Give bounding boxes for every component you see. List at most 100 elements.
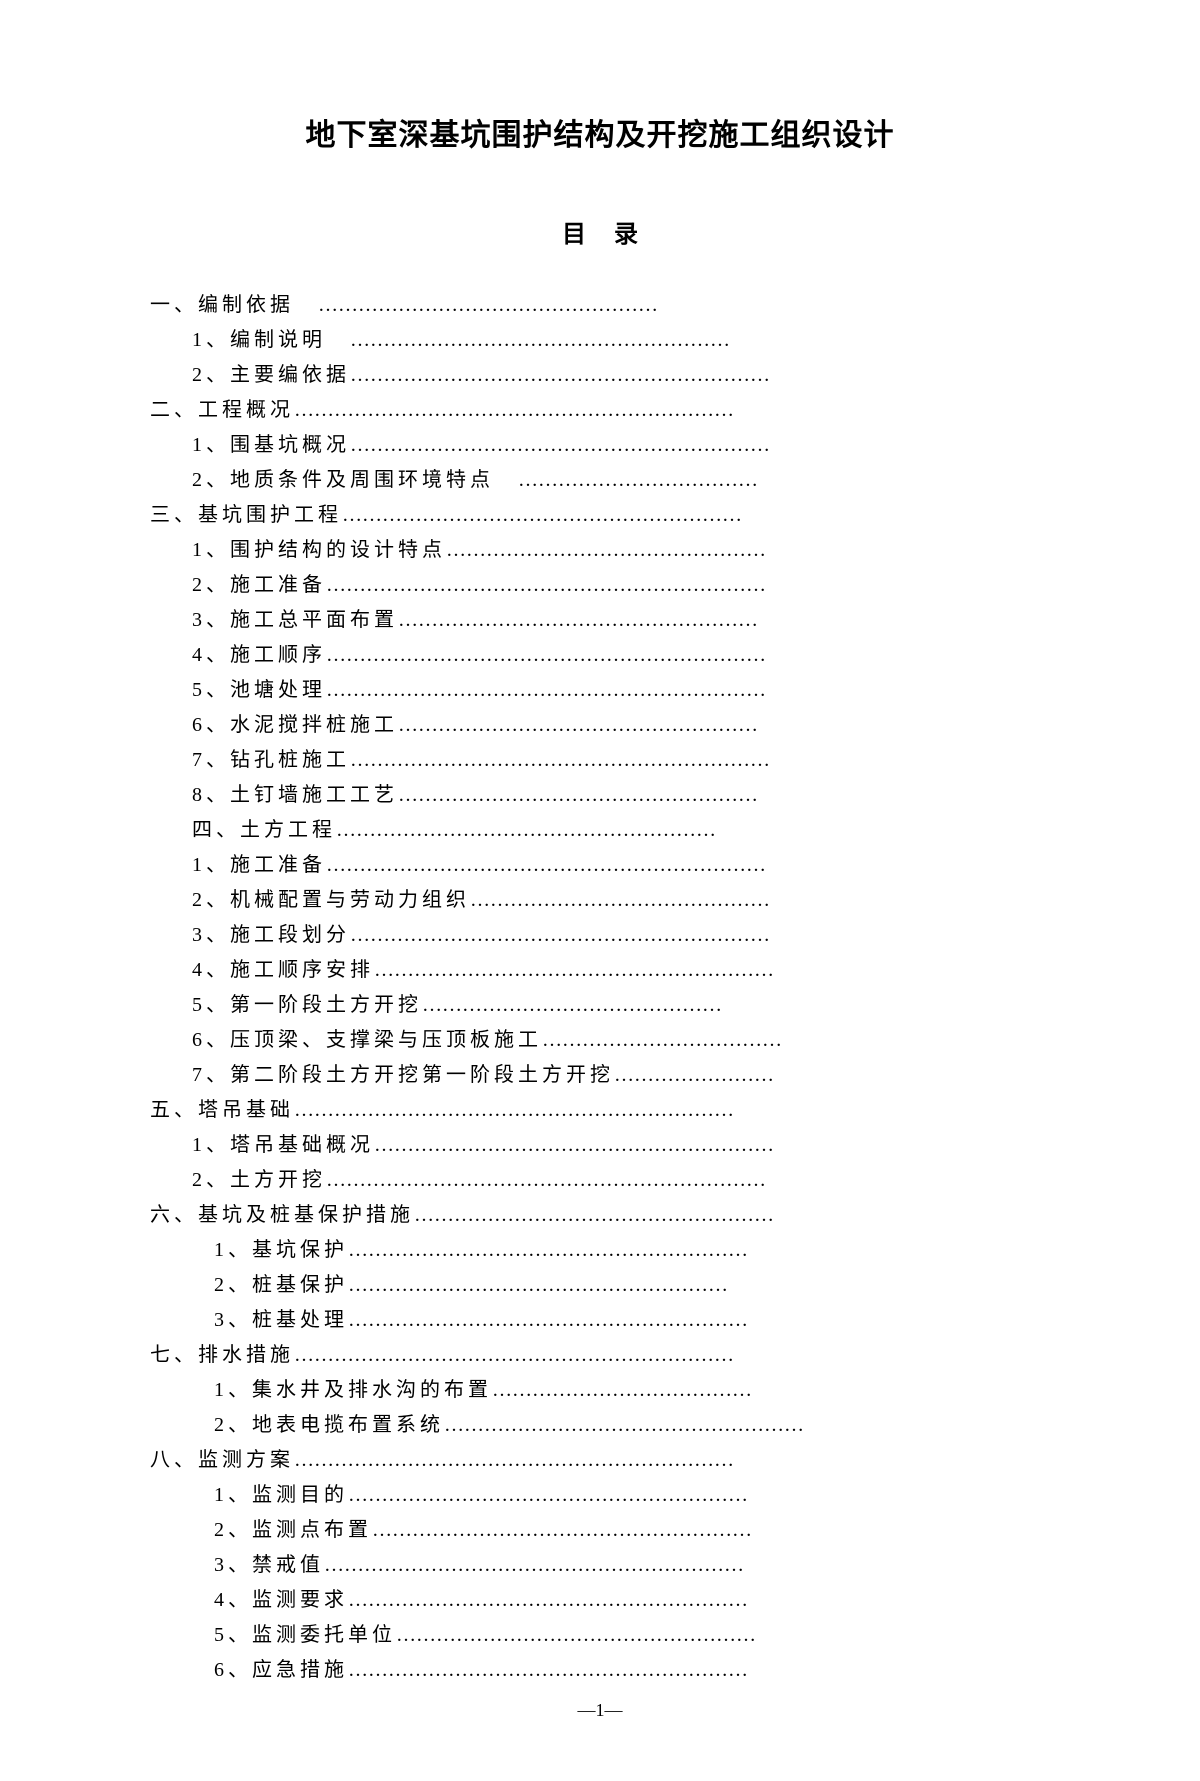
toc-leader-dots: …………………… (614, 1059, 774, 1091)
toc-leader-dots: ………………………………………………… (372, 1514, 752, 1546)
toc-leader-dots: …………………………………………………… (348, 1584, 748, 1616)
toc-label: 4、施工顺序安排 (192, 954, 374, 986)
toc-leader-dots: ………………………………………………………… (326, 849, 766, 881)
toc-label: 4、监测要求 (214, 1584, 348, 1616)
toc-leader-dots: ……………………………………………………… (324, 1549, 744, 1581)
toc-leader-dots: ………………………………………………………… (326, 569, 766, 601)
toc-line: 4、施工顺序安排…………………………………………………… (150, 954, 1050, 986)
toc-line: 6、压顶梁、支撑梁与压顶板施工……………………………… (150, 1024, 1050, 1056)
toc-label: 四、土方工程 (192, 814, 336, 846)
toc-line: 2、桩基保护………………………………………………… (150, 1269, 1050, 1301)
toc-label: 4、施工顺序 (192, 639, 326, 671)
toc-label: 2、桩基保护 (214, 1269, 348, 1301)
toc-leader-dots: …………………………………………………… (348, 1654, 748, 1686)
toc-line: 3、施工段划分……………………………………………………… (150, 919, 1050, 951)
toc-label: 2、土方开挖 (192, 1164, 326, 1196)
toc-line: 1、塔吊基础概况…………………………………………………… (150, 1129, 1050, 1161)
toc-line: 8、土钉墙施工工艺……………………………………………… (150, 779, 1050, 811)
toc-header: 目录 (150, 214, 1050, 249)
toc-label: 2、地表电揽布置系统 (214, 1409, 444, 1441)
toc-leader-dots: ………………………………………………… (348, 1269, 728, 1301)
document-page: 地下室深基坑围护结构及开挖施工组织设计 目录 一、编制依据 …………………………… (0, 0, 1200, 1781)
toc-label: 2、机械配置与劳动力组织 (192, 884, 470, 916)
toc-label: 5、第一阶段土方开挖 (192, 989, 422, 1021)
toc-leader-dots: ……………………………………………… (444, 1409, 804, 1441)
toc-line: 1、编制说明 ………………………………………………… (150, 324, 1050, 356)
toc-line: 七、排水措施………………………………………………………… (150, 1339, 1050, 1371)
toc-label: 七、排水措施 (150, 1339, 294, 1371)
toc-label: 8、土钉墙施工工艺 (192, 779, 398, 811)
toc-label: 2、地质条件及周围环境特点 (192, 464, 518, 496)
toc-line: 7、钻孔桩施工……………………………………………………… (150, 744, 1050, 776)
toc-label: 7、钻孔桩施工 (192, 744, 350, 776)
toc-leader-dots: …………………………………………………… (348, 1234, 748, 1266)
toc-leader-dots: ……………………………………………… (398, 604, 758, 636)
page-number: —1— (150, 1700, 1050, 1721)
toc-line: 八、监测方案………………………………………………………… (150, 1444, 1050, 1476)
toc-line: 4、监测要求…………………………………………………… (150, 1584, 1050, 1616)
toc-leader-dots: …………………………………………………… (374, 1129, 774, 1161)
toc-line: 1、围护结构的设计特点………………………………………… (150, 534, 1050, 566)
toc-leader-dots: …………………………………………………… (348, 1479, 748, 1511)
toc-leader-dots: ……………………………………………………… (350, 919, 770, 951)
toc-label: 1、基坑保护 (214, 1234, 348, 1266)
toc-label: 6、应急措施 (214, 1654, 348, 1686)
toc-leader-dots: …………………………………………… (318, 289, 658, 321)
toc-label: 3、桩基处理 (214, 1304, 348, 1336)
toc-leader-dots: ………………………………… (492, 1374, 752, 1406)
toc-leader-dots: ………………………………………………………… (326, 639, 766, 671)
toc-line: 6、应急措施…………………………………………………… (150, 1654, 1050, 1686)
toc-label: 2、施工准备 (192, 569, 326, 601)
toc-leader-dots: …………………………………………………… (342, 499, 742, 531)
toc-label: 3、施工段划分 (192, 919, 350, 951)
toc-line: 4、施工顺序………………………………………………………… (150, 639, 1050, 671)
table-of-contents: 一、编制依据 ……………………………………………1、编制说明 ………………………… (150, 289, 1050, 1686)
toc-label: 2、监测点布置 (214, 1514, 372, 1546)
toc-leader-dots: ……………………………………………………… (350, 359, 770, 391)
toc-label: 3、禁戒值 (214, 1549, 324, 1581)
toc-label: 1、集水井及排水沟的布置 (214, 1374, 492, 1406)
toc-line: 2、监测点布置………………………………………………… (150, 1514, 1050, 1546)
toc-label: 八、监测方案 (150, 1444, 294, 1476)
toc-leader-dots: ………………………………………………………… (326, 674, 766, 706)
toc-leader-dots: …………………………………………………… (348, 1304, 748, 1336)
toc-leader-dots: ……………………………………… (470, 884, 770, 916)
toc-line: 二、工程概况………………………………………………………… (150, 394, 1050, 426)
toc-line: 1、基坑保护…………………………………………………… (150, 1234, 1050, 1266)
toc-label: 1、塔吊基础概况 (192, 1129, 374, 1161)
toc-label: 6、压顶梁、支撑梁与压顶板施工 (192, 1024, 542, 1056)
toc-leader-dots: ………………………………………… (446, 534, 766, 566)
toc-label: 六、基坑及桩基保护措施 (150, 1199, 414, 1231)
toc-leader-dots: ……………………………………………… (398, 779, 758, 811)
toc-line: 1、监测目的…………………………………………………… (150, 1479, 1050, 1511)
toc-line: 3、桩基处理…………………………………………………… (150, 1304, 1050, 1336)
toc-label: 7、第二阶段土方开挖第一阶段土方开挖 (192, 1059, 614, 1091)
toc-label: 二、工程概况 (150, 394, 294, 426)
toc-line: 六、基坑及桩基保护措施……………………………………………… (150, 1199, 1050, 1231)
toc-leader-dots: ………………………………………………………… (294, 1094, 734, 1126)
toc-line: 三、基坑围护工程…………………………………………………… (150, 499, 1050, 531)
toc-line: 3、禁戒值……………………………………………………… (150, 1549, 1050, 1581)
toc-label: 一、编制依据 (150, 289, 318, 321)
toc-leader-dots: …………………………………………………… (374, 954, 774, 986)
toc-label: 三、基坑围护工程 (150, 499, 342, 531)
toc-label: 6、水泥搅拌桩施工 (192, 709, 398, 741)
toc-line: 2、地质条件及周围环境特点 ……………………………… (150, 464, 1050, 496)
toc-line: 1、围基坑概况……………………………………………………… (150, 429, 1050, 461)
toc-label: 1、围基坑概况 (192, 429, 350, 461)
toc-leader-dots: ……………………………… (542, 1024, 782, 1056)
toc-line: 5、第一阶段土方开挖……………………………………… (150, 989, 1050, 1021)
toc-label: 5、监测委托单位 (214, 1619, 396, 1651)
toc-leader-dots: ……………………………… (518, 464, 758, 496)
toc-leader-dots: ……………………………………………… (414, 1199, 774, 1231)
toc-line: 2、主要编依据……………………………………………………… (150, 359, 1050, 391)
toc-label: 五、塔吊基础 (150, 1094, 294, 1126)
toc-line: 一、编制依据 …………………………………………… (150, 289, 1050, 321)
toc-leader-dots: ………………………………………………………… (294, 1444, 734, 1476)
toc-leader-dots: ………………………………………………………… (294, 394, 734, 426)
toc-leader-dots: ……………………………………… (422, 989, 722, 1021)
toc-line: 6、水泥搅拌桩施工……………………………………………… (150, 709, 1050, 741)
document-title: 地下室深基坑围护结构及开挖施工组织设计 (150, 110, 1050, 154)
toc-label: 3、施工总平面布置 (192, 604, 398, 636)
toc-leader-dots: ………………………………………………… (350, 324, 730, 356)
